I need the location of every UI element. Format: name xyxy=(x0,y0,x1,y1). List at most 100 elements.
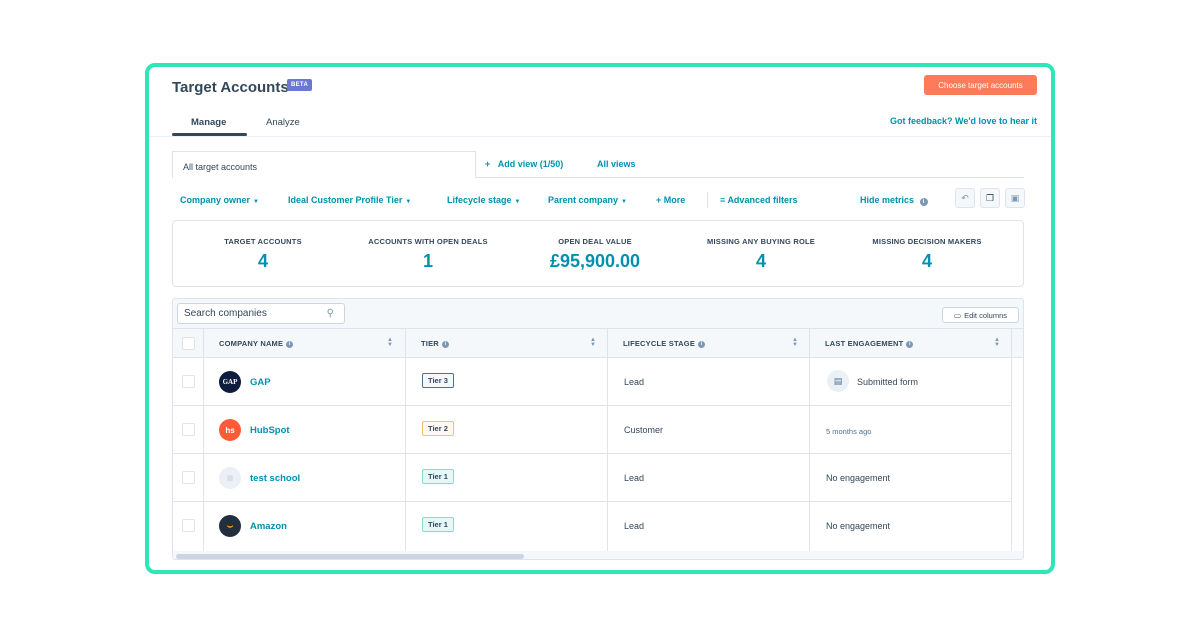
column-divider xyxy=(607,358,608,551)
lifecycle-stage: Lead xyxy=(624,473,645,483)
table-body: GAP GAP Tier 3 Lead ▤ Submitted form hs … xyxy=(173,358,1023,551)
metric-value: 4 xyxy=(921,251,932,271)
column-header-label: COMPANY NAME xyxy=(219,339,284,348)
form-icon: ▤ xyxy=(827,370,849,392)
more-label: More xyxy=(663,195,686,205)
metric-open-deals: ACCOUNTS WITH OPEN DEALS 1 xyxy=(343,237,513,272)
building-icon: ▦ xyxy=(226,475,234,482)
table-row[interactable]: ⌣ Amazon Tier 1 Lead No engagement xyxy=(173,502,1011,550)
company-logo: GAP xyxy=(219,371,241,393)
column-divider xyxy=(809,358,810,551)
column-header-last-engagement[interactable]: LAST ENGAGEMENT i xyxy=(825,339,914,348)
sort-icon[interactable]: ▲ ▼ xyxy=(994,337,1000,348)
last-engagement: No engagement xyxy=(826,521,891,531)
tier-badge: Tier 2 xyxy=(422,421,454,436)
row-checkbox[interactable] xyxy=(182,471,195,484)
table-row[interactable]: GAP GAP Tier 3 Lead ▤ Submitted form xyxy=(173,358,1011,406)
metric-label: TARGET ACCOUNTS xyxy=(224,237,302,246)
caret-down-icon: ▼ xyxy=(621,199,627,205)
column-header-lifecycle-stage[interactable]: LIFECYCLE STAGE i xyxy=(623,339,706,348)
row-checkbox[interactable] xyxy=(182,423,195,436)
more-filters-button[interactable]: + More xyxy=(656,195,685,205)
columns-icon: ▭ xyxy=(953,310,962,320)
info-icon: i xyxy=(698,341,706,348)
company-name-link[interactable]: HubSpot xyxy=(250,425,290,436)
clone-view-button[interactable]: ❐ xyxy=(980,188,1000,208)
column-header-label: LIFECYCLE STAGE xyxy=(623,339,696,348)
metrics-panel: TARGET ACCOUNTS 4 ACCOUNTS WITH OPEN DEA… xyxy=(172,220,1024,287)
horizontal-scrollbar[interactable] xyxy=(173,551,1023,559)
column-divider xyxy=(405,358,406,551)
filter-lifecycle-stage[interactable]: Lifecycle stage ▼ xyxy=(447,195,521,205)
advanced-filters-button[interactable]: ≡ Advanced filters xyxy=(720,195,797,205)
page-title: Target Accounts xyxy=(172,79,289,96)
column-divider xyxy=(607,329,608,359)
row-checkbox[interactable] xyxy=(182,519,195,532)
advanced-filters-label: Advanced filters xyxy=(727,195,798,205)
metric-label: MISSING ANY BUYING ROLE xyxy=(707,237,815,246)
save-icon: ▣ xyxy=(1010,192,1020,203)
scrollbar-thumb[interactable] xyxy=(176,554,524,559)
choose-target-accounts-button[interactable]: Choose target accounts xyxy=(924,75,1037,95)
hide-metrics-label: Hide metrics xyxy=(860,195,915,205)
search-input[interactable]: Search companies ⚲ xyxy=(177,303,345,324)
tab-analyze[interactable]: Analyze xyxy=(266,117,300,128)
column-header-tier[interactable]: TIER i xyxy=(421,339,449,348)
lifecycle-stage: Customer xyxy=(624,425,664,435)
column-header-company-name[interactable]: COMPANY NAME i xyxy=(219,339,294,348)
add-view-button[interactable]: + Add view (1/50) xyxy=(485,159,563,169)
column-divider xyxy=(203,329,204,359)
sort-icon[interactable]: ▲ ▼ xyxy=(792,337,798,348)
column-divider xyxy=(809,329,810,359)
column-divider xyxy=(203,358,204,551)
metric-label: MISSING DECISION MAKERS xyxy=(872,237,982,246)
save-view-button[interactable]: ▣ xyxy=(1005,188,1025,208)
filter-parent-company[interactable]: Parent company ▼ xyxy=(548,195,627,205)
sort-icon[interactable]: ▲ ▼ xyxy=(590,337,596,348)
hide-metrics-button[interactable]: Hide metrics i xyxy=(860,195,928,206)
last-engagement: Submitted form xyxy=(857,377,919,387)
company-name-link[interactable]: GAP xyxy=(250,377,271,388)
metric-label: OPEN DEAL VALUE xyxy=(558,237,632,246)
select-all-checkbox[interactable] xyxy=(182,337,195,350)
search-placeholder: Search companies xyxy=(184,308,267,319)
app-window: Target Accounts BETA Choose target accou… xyxy=(145,63,1055,574)
last-engagement: 5 months ago xyxy=(826,427,872,436)
sort-icon[interactable]: ▲ ▼ xyxy=(387,337,393,348)
search-icon: ⚲ xyxy=(326,308,334,319)
edit-columns-button[interactable]: ▭ Edit columns xyxy=(942,307,1019,323)
filter-icp-tier[interactable]: Ideal Customer Profile Tier ▼ xyxy=(288,195,411,205)
metric-label: ACCOUNTS WITH OPEN DEALS xyxy=(368,237,488,246)
filter-lines-icon: ≡ xyxy=(720,195,726,205)
beta-badge: BETA xyxy=(287,79,313,91)
view-tab-all-target-accounts[interactable]: All target accounts xyxy=(172,151,476,178)
metric-missing-buying-role: MISSING ANY BUYING ROLE 4 xyxy=(676,237,846,272)
info-icon: i xyxy=(286,341,294,348)
lifecycle-stage: Lead xyxy=(624,521,645,531)
tier-badge: Tier 1 xyxy=(422,517,454,532)
tab-manage[interactable]: Manage xyxy=(191,117,227,128)
feedback-link[interactable]: Got feedback? We'd love to hear it xyxy=(889,116,1037,126)
row-checkbox[interactable] xyxy=(182,375,195,388)
info-icon: i xyxy=(919,198,928,206)
company-name-link[interactable]: test school xyxy=(250,473,301,484)
metric-value: 4 xyxy=(755,251,766,271)
table-row[interactable]: hs HubSpot Tier 2 Customer 5 months ago xyxy=(173,406,1011,454)
table-row[interactable]: ▦ test school Tier 1 Lead No engagement xyxy=(173,454,1011,502)
metric-missing-decision-makers: MISSING DECISION MAKERS 4 xyxy=(842,237,1012,272)
edit-columns-label: Edit columns xyxy=(964,310,1008,320)
caret-down-icon: ▼ xyxy=(253,199,259,205)
filter-separator xyxy=(707,192,708,208)
filter-label: Lifecycle stage xyxy=(447,195,512,205)
company-logo: hs xyxy=(219,419,241,441)
column-divider xyxy=(1011,358,1012,551)
all-views-link[interactable]: All views xyxy=(597,159,636,169)
filter-company-owner[interactable]: Company owner ▼ xyxy=(180,195,259,205)
amazon-smile-icon: ⌣ xyxy=(226,520,234,532)
column-header-label: TIER xyxy=(421,339,439,348)
undo-button[interactable]: ↶ xyxy=(955,188,975,208)
last-engagement: No engagement xyxy=(826,473,891,483)
copy-icon: ❐ xyxy=(985,192,995,203)
metric-open-deal-value: OPEN DEAL VALUE £95,900.00 xyxy=(510,237,680,272)
company-name-link[interactable]: Amazon xyxy=(250,521,287,532)
